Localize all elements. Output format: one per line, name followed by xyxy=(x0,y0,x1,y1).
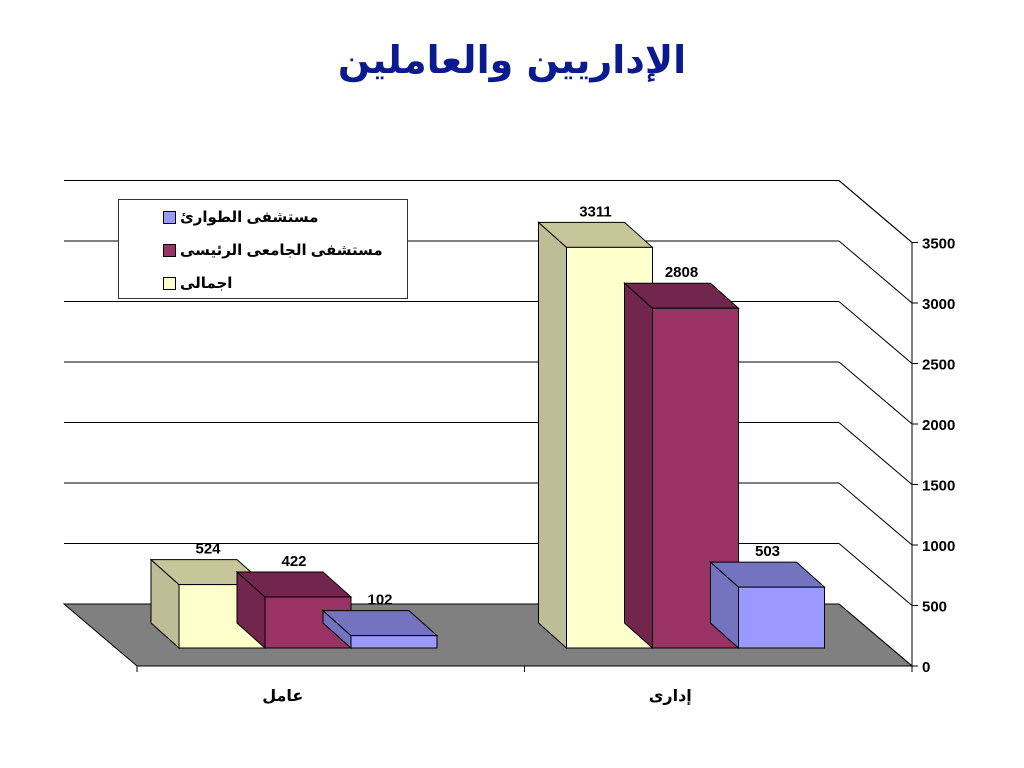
gridline-side xyxy=(838,240,913,304)
chart-bars xyxy=(149,221,826,650)
data-label: 3311 xyxy=(579,203,612,220)
legend-swatch xyxy=(163,210,176,224)
data-label: 524 xyxy=(195,541,221,558)
data-label: 2808 xyxy=(665,264,698,281)
chart-axis: 0 500 1000 1500 2000 2500 3000 3500 عامل إدارى xyxy=(136,236,955,705)
x-tick-label: عامل xyxy=(262,688,303,705)
bar xyxy=(652,307,739,649)
y-tick-label: 1500 xyxy=(922,478,955,495)
data-label: 102 xyxy=(367,592,392,609)
legend-label: مستشفى الجامعى الرئيسى xyxy=(180,242,383,259)
gridline-side xyxy=(838,422,913,485)
y-tick-label: 1000 xyxy=(922,538,955,555)
legend-label: مستشفى الطوارئ xyxy=(180,209,319,226)
y-tick-label: 3000 xyxy=(922,296,955,313)
gridline-side xyxy=(838,301,913,364)
bar-side xyxy=(538,221,567,650)
y-tick-label: 3500 xyxy=(922,236,955,253)
legend-swatch xyxy=(163,276,176,290)
data-label: 503 xyxy=(755,543,780,560)
x-tick-label: إدارى xyxy=(649,688,692,705)
legend-item: مستشفى الجامعى الرئيسى xyxy=(163,239,383,261)
y-tick-label: 2500 xyxy=(922,357,955,374)
legend-item: اجمالى xyxy=(163,272,232,294)
gridline-side xyxy=(838,180,913,243)
chart-legend: مستشفى الطوارئ مستشفى الجامعى الرئيسى اج… xyxy=(118,199,408,299)
gridline-side xyxy=(838,543,913,606)
legend-label: اجمالى xyxy=(180,275,233,292)
legend-item: مستشفى الطوارئ xyxy=(163,206,318,228)
gridline-side xyxy=(838,361,913,425)
chart-title: الإداريين والعاملين xyxy=(337,38,687,82)
y-tick-label: 2000 xyxy=(922,417,955,434)
bar xyxy=(738,586,825,649)
legend-swatch xyxy=(163,243,176,257)
bar xyxy=(350,635,438,649)
gridline-side xyxy=(838,482,913,546)
y-tick-label: 500 xyxy=(922,599,947,616)
data-label: 422 xyxy=(281,553,306,570)
chart-data-labels: 524 422 102 3311 2808 503 xyxy=(195,203,780,608)
y-tick-label: 0 xyxy=(922,659,930,676)
bar-side xyxy=(624,282,653,650)
